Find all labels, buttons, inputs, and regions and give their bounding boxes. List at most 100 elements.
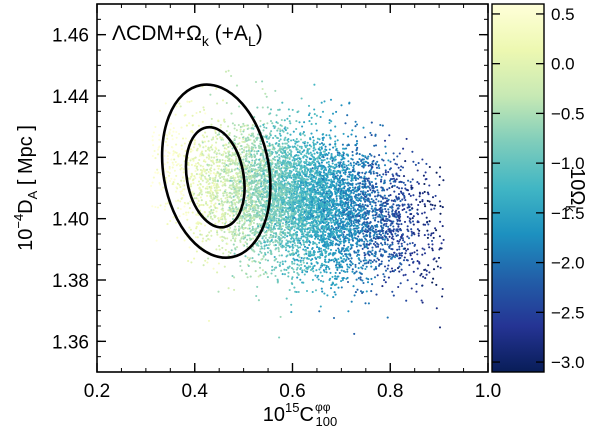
scatter-point [371, 249, 374, 252]
scatter-point [201, 165, 205, 168]
scatter-point [413, 251, 416, 254]
scatter-point [398, 152, 401, 155]
scatter-point [181, 137, 185, 140]
scatter-point [334, 135, 337, 138]
scatter-point [243, 140, 247, 143]
scatter-point [423, 182, 426, 186]
scatter-point [344, 173, 347, 176]
scatter-point [435, 283, 438, 286]
scatter-point [385, 173, 388, 176]
scatter-point [311, 155, 314, 158]
scatter-point [308, 112, 311, 115]
scatter-point [242, 211, 245, 214]
scatter-point [329, 248, 333, 251]
scatter-point [259, 274, 262, 277]
scatter-point [297, 140, 300, 143]
scatter-point [393, 190, 396, 193]
scatter-point [195, 173, 198, 176]
scatter-point [271, 265, 274, 268]
scatter-point [214, 179, 217, 183]
scatter-point [323, 100, 326, 103]
scatter-point [362, 264, 365, 267]
scatter-point [404, 183, 407, 186]
scatter-point [175, 164, 178, 167]
scatter-point [329, 129, 332, 132]
scatter-point [318, 143, 322, 146]
scatter-point [371, 260, 374, 263]
scatter-point [334, 175, 337, 178]
scatter-point [272, 169, 275, 173]
scatter-point [375, 245, 378, 248]
scatter-point [282, 230, 285, 233]
scatter-point [344, 122, 347, 125]
scatter-point [210, 229, 213, 232]
scatter-point [358, 171, 361, 174]
scatter-point [181, 190, 184, 193]
scatter-point [438, 326, 442, 329]
scatter-point [412, 261, 415, 264]
scatter-point [358, 223, 361, 226]
scatter-point [333, 156, 336, 159]
scatter-point [205, 172, 208, 175]
scatter-point [306, 144, 309, 147]
scatter-point [352, 228, 355, 231]
scatter-point [351, 186, 354, 189]
scatter-point [288, 114, 291, 118]
scatter-point [207, 170, 210, 174]
scatter-point [286, 117, 289, 120]
scatter-point [246, 136, 249, 139]
scatter-point [341, 266, 344, 269]
scatter-point [157, 171, 160, 174]
scatter-point [407, 237, 411, 240]
scatter-point [384, 197, 387, 200]
scatter-point [309, 183, 312, 186]
scatter-point [301, 150, 304, 154]
scatter-point [175, 105, 178, 108]
scatter-point [363, 180, 367, 183]
scatter-point [289, 163, 292, 166]
scatter-point [384, 207, 387, 211]
scatter-point [399, 215, 402, 218]
scatter-point [233, 276, 236, 279]
scatter-point [421, 212, 424, 215]
scatter-point [417, 234, 420, 237]
scatter-point [329, 287, 333, 290]
scatter-point [198, 173, 201, 176]
scatter-point [259, 174, 262, 177]
scatter-point [441, 225, 444, 228]
scatter-point [215, 186, 218, 189]
scatter-point [271, 269, 274, 272]
scatter-point [371, 283, 374, 286]
scatter-point [367, 213, 370, 216]
scatter-point [229, 163, 232, 166]
scatter-point [318, 310, 321, 313]
scatter-point [206, 204, 209, 207]
scatter-point [320, 177, 323, 180]
scatter-point [382, 159, 385, 162]
scatter-point [287, 244, 290, 247]
scatter-point [300, 243, 303, 246]
scatter-point [428, 200, 431, 203]
scatter-point [215, 210, 218, 213]
scatter-point [311, 247, 314, 251]
scatter-point [270, 238, 273, 242]
scatter-point [154, 157, 157, 160]
scatter-point [208, 178, 212, 181]
scatter-point [370, 134, 373, 137]
scatter-point [427, 193, 430, 196]
scatter-point [374, 228, 377, 231]
scatter-point [214, 202, 217, 205]
scatter-point [411, 178, 414, 181]
scatter-point [320, 234, 323, 237]
scatter-point [228, 206, 231, 209]
scatter-point [284, 215, 287, 219]
scatter-point [236, 221, 239, 225]
scatter-point [327, 247, 330, 250]
scatter-point [302, 203, 305, 206]
scatter-point [169, 179, 172, 183]
scatter-point [398, 252, 401, 255]
scatter-point [358, 153, 361, 156]
scatter-point [241, 151, 244, 154]
scatter-point [189, 159, 192, 162]
scatter-point [258, 201, 261, 204]
